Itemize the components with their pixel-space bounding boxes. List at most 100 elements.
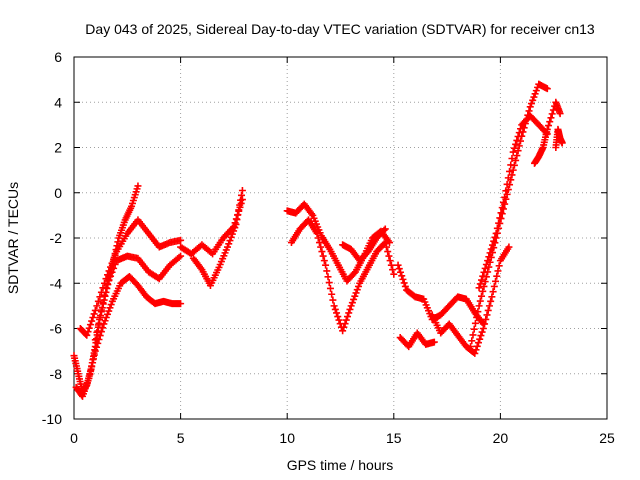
series-arc-12: [428, 243, 513, 357]
data-point: [100, 291, 108, 299]
data-point: [394, 261, 402, 269]
data-point: [90, 310, 98, 318]
data-point: [238, 191, 246, 199]
data-point: [96, 314, 104, 322]
data-point: [91, 336, 99, 344]
data-point: [477, 332, 485, 340]
data-point: [232, 220, 240, 228]
data-point: [110, 264, 118, 272]
data-point: [469, 331, 477, 339]
data-point: [107, 272, 115, 280]
data-point: [111, 251, 119, 259]
data-point: [94, 321, 102, 329]
data-point: [224, 243, 232, 251]
data-point: [504, 174, 512, 182]
data-point: [472, 346, 480, 354]
data-point: [134, 182, 142, 190]
data-point: [93, 328, 101, 336]
data-point: [389, 266, 397, 274]
series-arc-14: [475, 112, 551, 292]
data-point: [84, 328, 92, 336]
data-point: [238, 186, 246, 194]
y-axis-title: SDTVAR / TECUs: [5, 182, 21, 294]
data-point: [323, 267, 331, 275]
data-point: [515, 142, 523, 150]
data-point: [83, 331, 91, 339]
data-point: [177, 236, 185, 244]
data-point: [489, 288, 497, 296]
data-point: [525, 107, 533, 115]
data-point: [476, 297, 484, 305]
data-point: [476, 335, 484, 343]
data-point: [498, 210, 506, 218]
data-point: [382, 243, 390, 251]
y-tick-label: 4: [54, 94, 62, 110]
y-tick-label: -4: [50, 275, 63, 291]
data-point: [319, 252, 327, 260]
data-point: [85, 324, 93, 332]
data-point: [320, 257, 328, 265]
data-point: [558, 139, 566, 147]
data-point: [490, 237, 498, 245]
data-point: [491, 233, 499, 241]
data-point: [318, 248, 326, 256]
data-point: [235, 206, 243, 214]
data-point: [331, 305, 339, 313]
data-point: [345, 309, 353, 317]
x-tick-label: 25: [599, 430, 615, 446]
data-point: [507, 161, 515, 169]
data-point: [86, 370, 94, 378]
data-point: [487, 297, 495, 305]
data-point: [106, 304, 114, 312]
x-tick-label: 0: [70, 430, 78, 446]
data-point: [546, 118, 554, 126]
data-point: [236, 201, 244, 209]
data-point: [400, 279, 408, 287]
y-tick-label: -2: [50, 230, 63, 246]
data-point: [334, 313, 342, 321]
y-tick-label: -8: [50, 366, 63, 382]
data-point: [91, 306, 99, 314]
data-point: [399, 275, 407, 283]
data-point: [487, 245, 495, 253]
data-point: [353, 286, 361, 294]
data-point: [384, 248, 392, 256]
y-tick-label: -10: [42, 411, 62, 427]
data-point: [398, 272, 406, 280]
data-point: [97, 306, 105, 314]
data-point: [499, 205, 507, 213]
data-point: [532, 87, 540, 95]
data-point: [495, 219, 503, 227]
data-point: [177, 300, 185, 308]
data-point: [335, 316, 343, 324]
data-point: [87, 367, 95, 375]
data-point: [481, 264, 489, 272]
data-point: [485, 253, 493, 261]
data-point: [228, 230, 236, 238]
data-point: [471, 349, 479, 357]
data-point: [387, 261, 395, 269]
data-point: [89, 355, 97, 363]
series-arc-9: [339, 225, 389, 265]
data-point: [102, 314, 110, 322]
data-point: [348, 299, 356, 307]
data-point: [471, 319, 479, 327]
data-point: [530, 93, 538, 101]
data-point: [108, 268, 116, 276]
data-point: [548, 110, 556, 118]
x-axis-title: GPS time / hours: [287, 457, 394, 473]
data-point: [339, 327, 347, 335]
data-point: [478, 276, 486, 284]
data-point: [476, 280, 484, 288]
data-point: [346, 305, 354, 313]
data-point: [401, 282, 409, 290]
data-point: [482, 261, 490, 269]
data-point: [492, 229, 500, 237]
data-point: [508, 154, 516, 162]
data-point: [93, 302, 101, 310]
data-point: [325, 279, 333, 287]
data-point: [89, 359, 97, 367]
data-point: [480, 268, 488, 276]
data-point: [479, 325, 487, 332]
data-point: [526, 103, 534, 111]
